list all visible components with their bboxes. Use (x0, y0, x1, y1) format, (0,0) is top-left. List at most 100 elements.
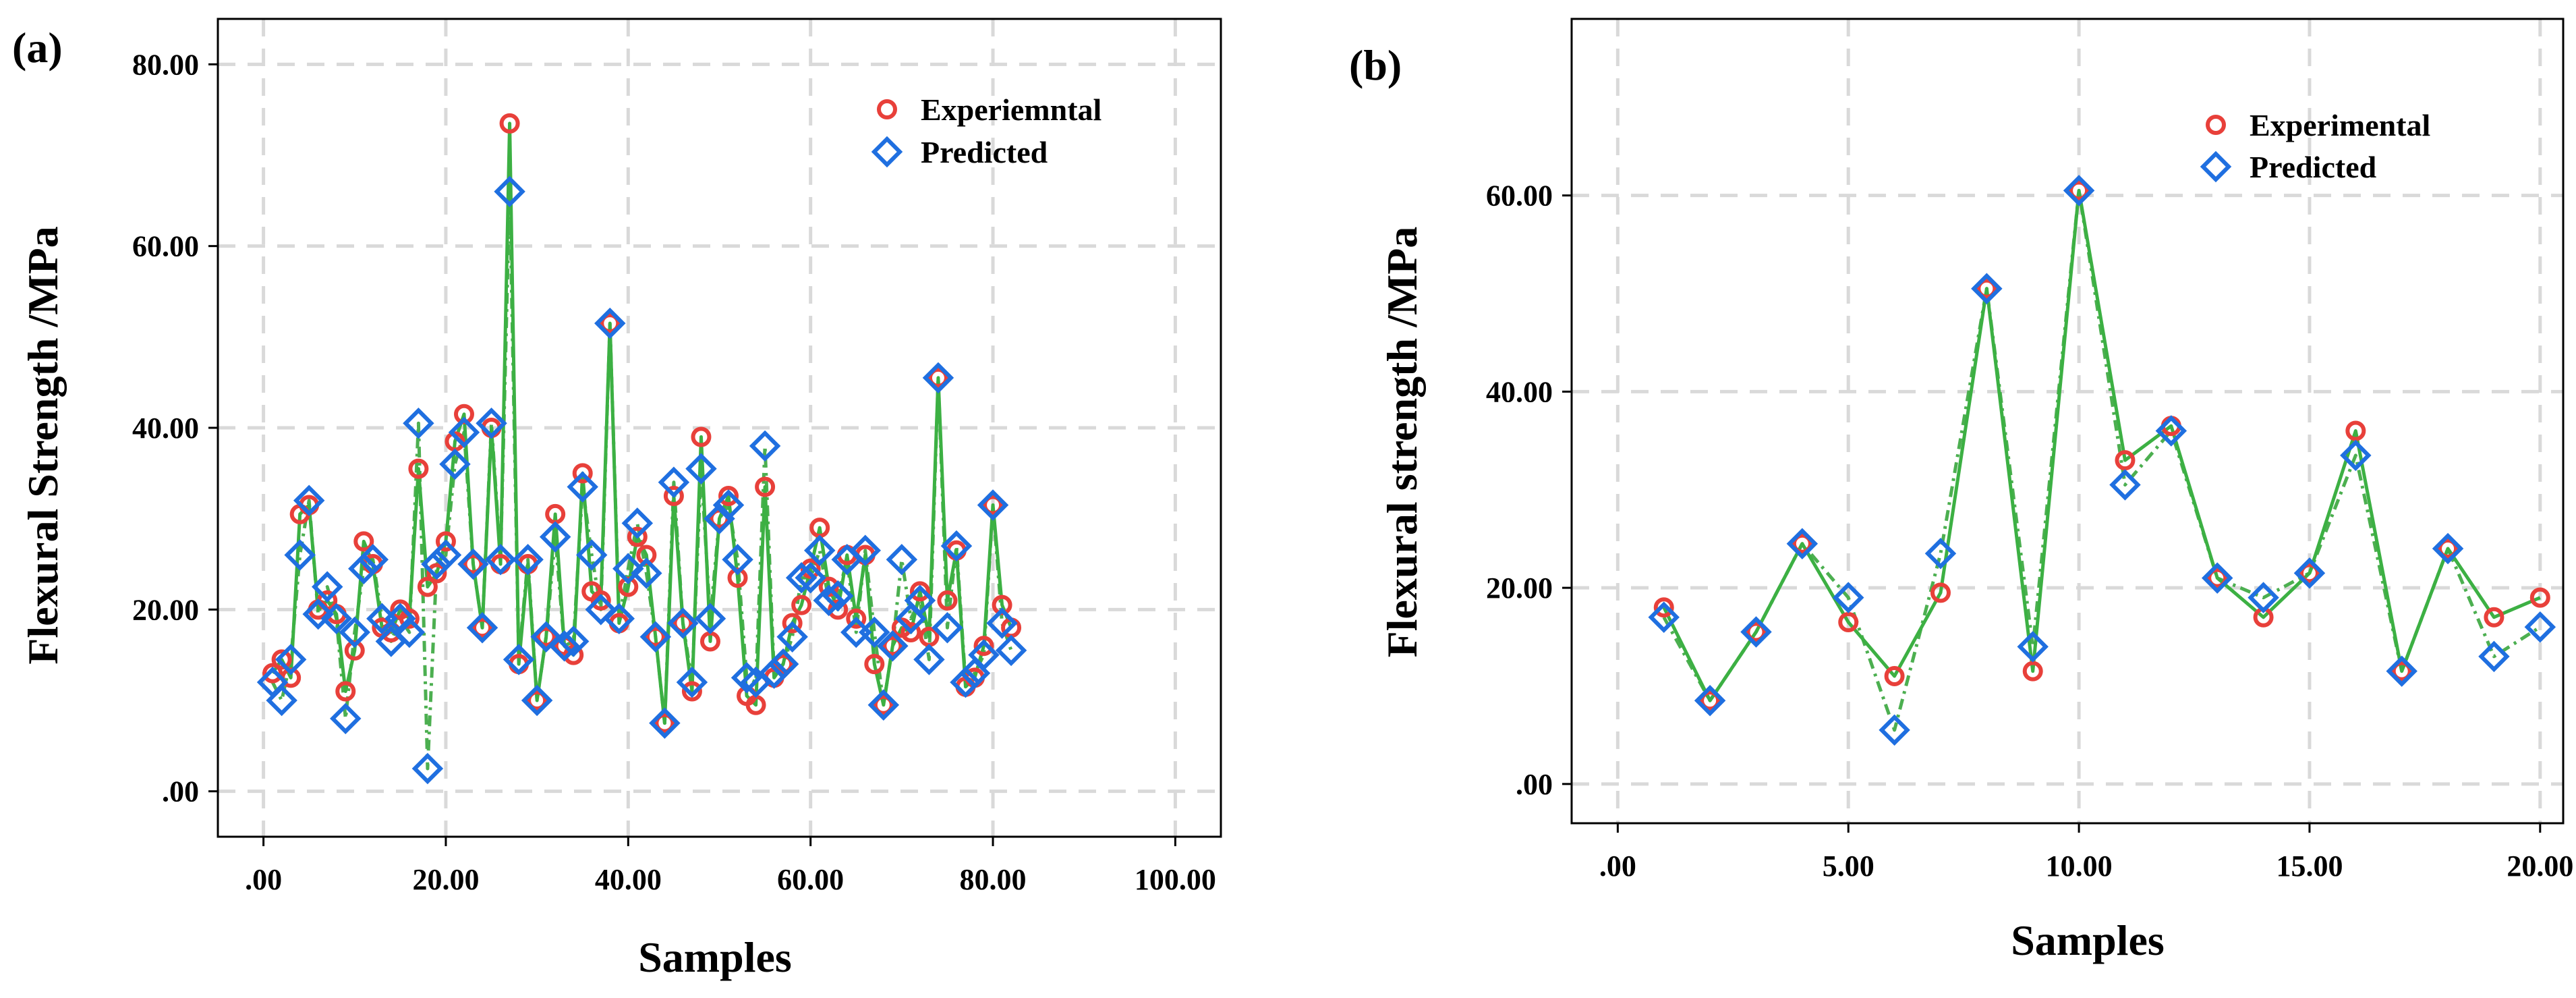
predicted-point (2155, 415, 2187, 447)
predicted-point (557, 626, 590, 657)
predicted-point (795, 561, 826, 594)
experimental-point (2438, 538, 2459, 559)
legend-predicted-label: Predicted (2250, 150, 2377, 184)
x-tick-label: 20.00 (2507, 850, 2573, 883)
experimental-point (399, 608, 420, 629)
predicted-point (1971, 273, 2003, 304)
experimental-series-line (271, 121, 1013, 725)
experimental-point (2207, 567, 2228, 588)
predicted-point (411, 752, 444, 785)
experimental-point (2345, 420, 2366, 441)
predicted-point (722, 544, 753, 576)
predicted-point (649, 707, 681, 739)
predicted-point (749, 430, 781, 462)
legend-experimental-marker (877, 99, 897, 119)
experimental-point (654, 713, 675, 733)
panel-label: (a) (12, 24, 63, 72)
predicted-point (968, 639, 1000, 671)
experimental-point (572, 463, 593, 484)
legend-predicted-marker (2200, 150, 2232, 183)
predicted-point (676, 666, 708, 698)
predicted-point (302, 598, 334, 630)
predicted-point (567, 471, 598, 503)
predicted-point (1832, 582, 1864, 613)
x-tick-label: 100.00 (1135, 863, 1216, 896)
y-axis-label: Flexural Strength /MPa (19, 226, 67, 664)
predicted-point (293, 484, 325, 516)
experimental-point (536, 626, 556, 647)
experimental-point (937, 590, 958, 611)
predicted-point (621, 507, 654, 539)
experimental-point (973, 636, 994, 657)
predicted-point (311, 571, 343, 603)
predicted-point (439, 448, 471, 480)
experimental-point (262, 663, 283, 684)
experimental-point (426, 563, 447, 584)
experimental-point (645, 626, 666, 647)
experimental-point (782, 613, 803, 634)
predicted-point (266, 684, 297, 717)
legend-experimental-marker (2206, 115, 2226, 135)
chart-panel-b: .00 5.00 10.00 15.00 20.00 .00 20.00 40.00 60.00… (1349, 18, 2573, 964)
predicted-point (284, 539, 316, 571)
predicted-point (2340, 439, 2372, 472)
experimental-series-line (1662, 188, 2541, 702)
experimental-point (691, 426, 712, 447)
experimental-point (882, 636, 903, 657)
predicted-point (430, 539, 462, 571)
predicted-point (466, 612, 498, 644)
experimental-point (864, 654, 885, 675)
y-tick-label: 60.00 (1486, 179, 1553, 213)
experimental-point (499, 113, 520, 134)
experimental-point (927, 367, 948, 388)
predicted-point (767, 648, 799, 680)
experimental-point (271, 649, 292, 670)
predicted-point (275, 644, 307, 675)
predicted-point (539, 521, 571, 553)
experimental-point (463, 554, 484, 574)
legend-experimental-label: Experiemntal (921, 92, 1101, 127)
predicted-point (904, 584, 936, 617)
experimental-point (1700, 690, 1721, 711)
experimental-point (2299, 563, 2320, 584)
predicted-point (403, 408, 434, 439)
predicted-point (448, 416, 480, 448)
x-tick-label: 20.00 (412, 863, 479, 896)
experimental-point (2115, 450, 2136, 471)
predicted-point (2524, 611, 2556, 643)
predicted-point (521, 684, 553, 717)
chart-panel-a: .00 20.00 40.00 60.00 80.00 100.00 .00 20.00 40.… (12, 18, 1222, 981)
experimental-point (755, 476, 776, 497)
experimental-point (1976, 278, 1997, 299)
predicted-point (986, 607, 1018, 639)
x-tick-label: 5.00 (1823, 850, 1874, 883)
y-tick-label: 40.00 (1486, 375, 1553, 408)
predicted-point (484, 544, 517, 576)
y-axis-label: Flexural strength /MPa (1378, 227, 1426, 658)
y-tick-label: 20.00 (1486, 572, 1553, 605)
x-tick-label: 60.00 (777, 863, 844, 896)
predicted-point (1694, 685, 1726, 717)
predicted-point (631, 557, 662, 589)
predicted-point (822, 580, 854, 612)
experimental-point (417, 576, 438, 597)
experimental-point (983, 495, 1004, 516)
x-tick-label: 15.00 (2276, 850, 2343, 883)
y-tick-label: 20.00 (132, 593, 199, 626)
experimental-point (1838, 612, 1859, 632)
predicted-point (950, 666, 981, 698)
x-tick-label: .00 (245, 863, 282, 896)
predicted-point (667, 607, 699, 639)
experimental-point (1884, 665, 1905, 686)
x-tick-label: .00 (1599, 850, 1636, 883)
experimental-point (791, 594, 812, 615)
experimental-point (718, 486, 739, 506)
y-tick-label: .00 (162, 775, 199, 808)
predicted-point (2293, 557, 2326, 589)
predicted-point (512, 544, 544, 576)
experimental-point (2391, 661, 2412, 682)
experimental-point (681, 681, 702, 702)
predicted-point (503, 644, 535, 675)
predicted-point (995, 634, 1027, 667)
